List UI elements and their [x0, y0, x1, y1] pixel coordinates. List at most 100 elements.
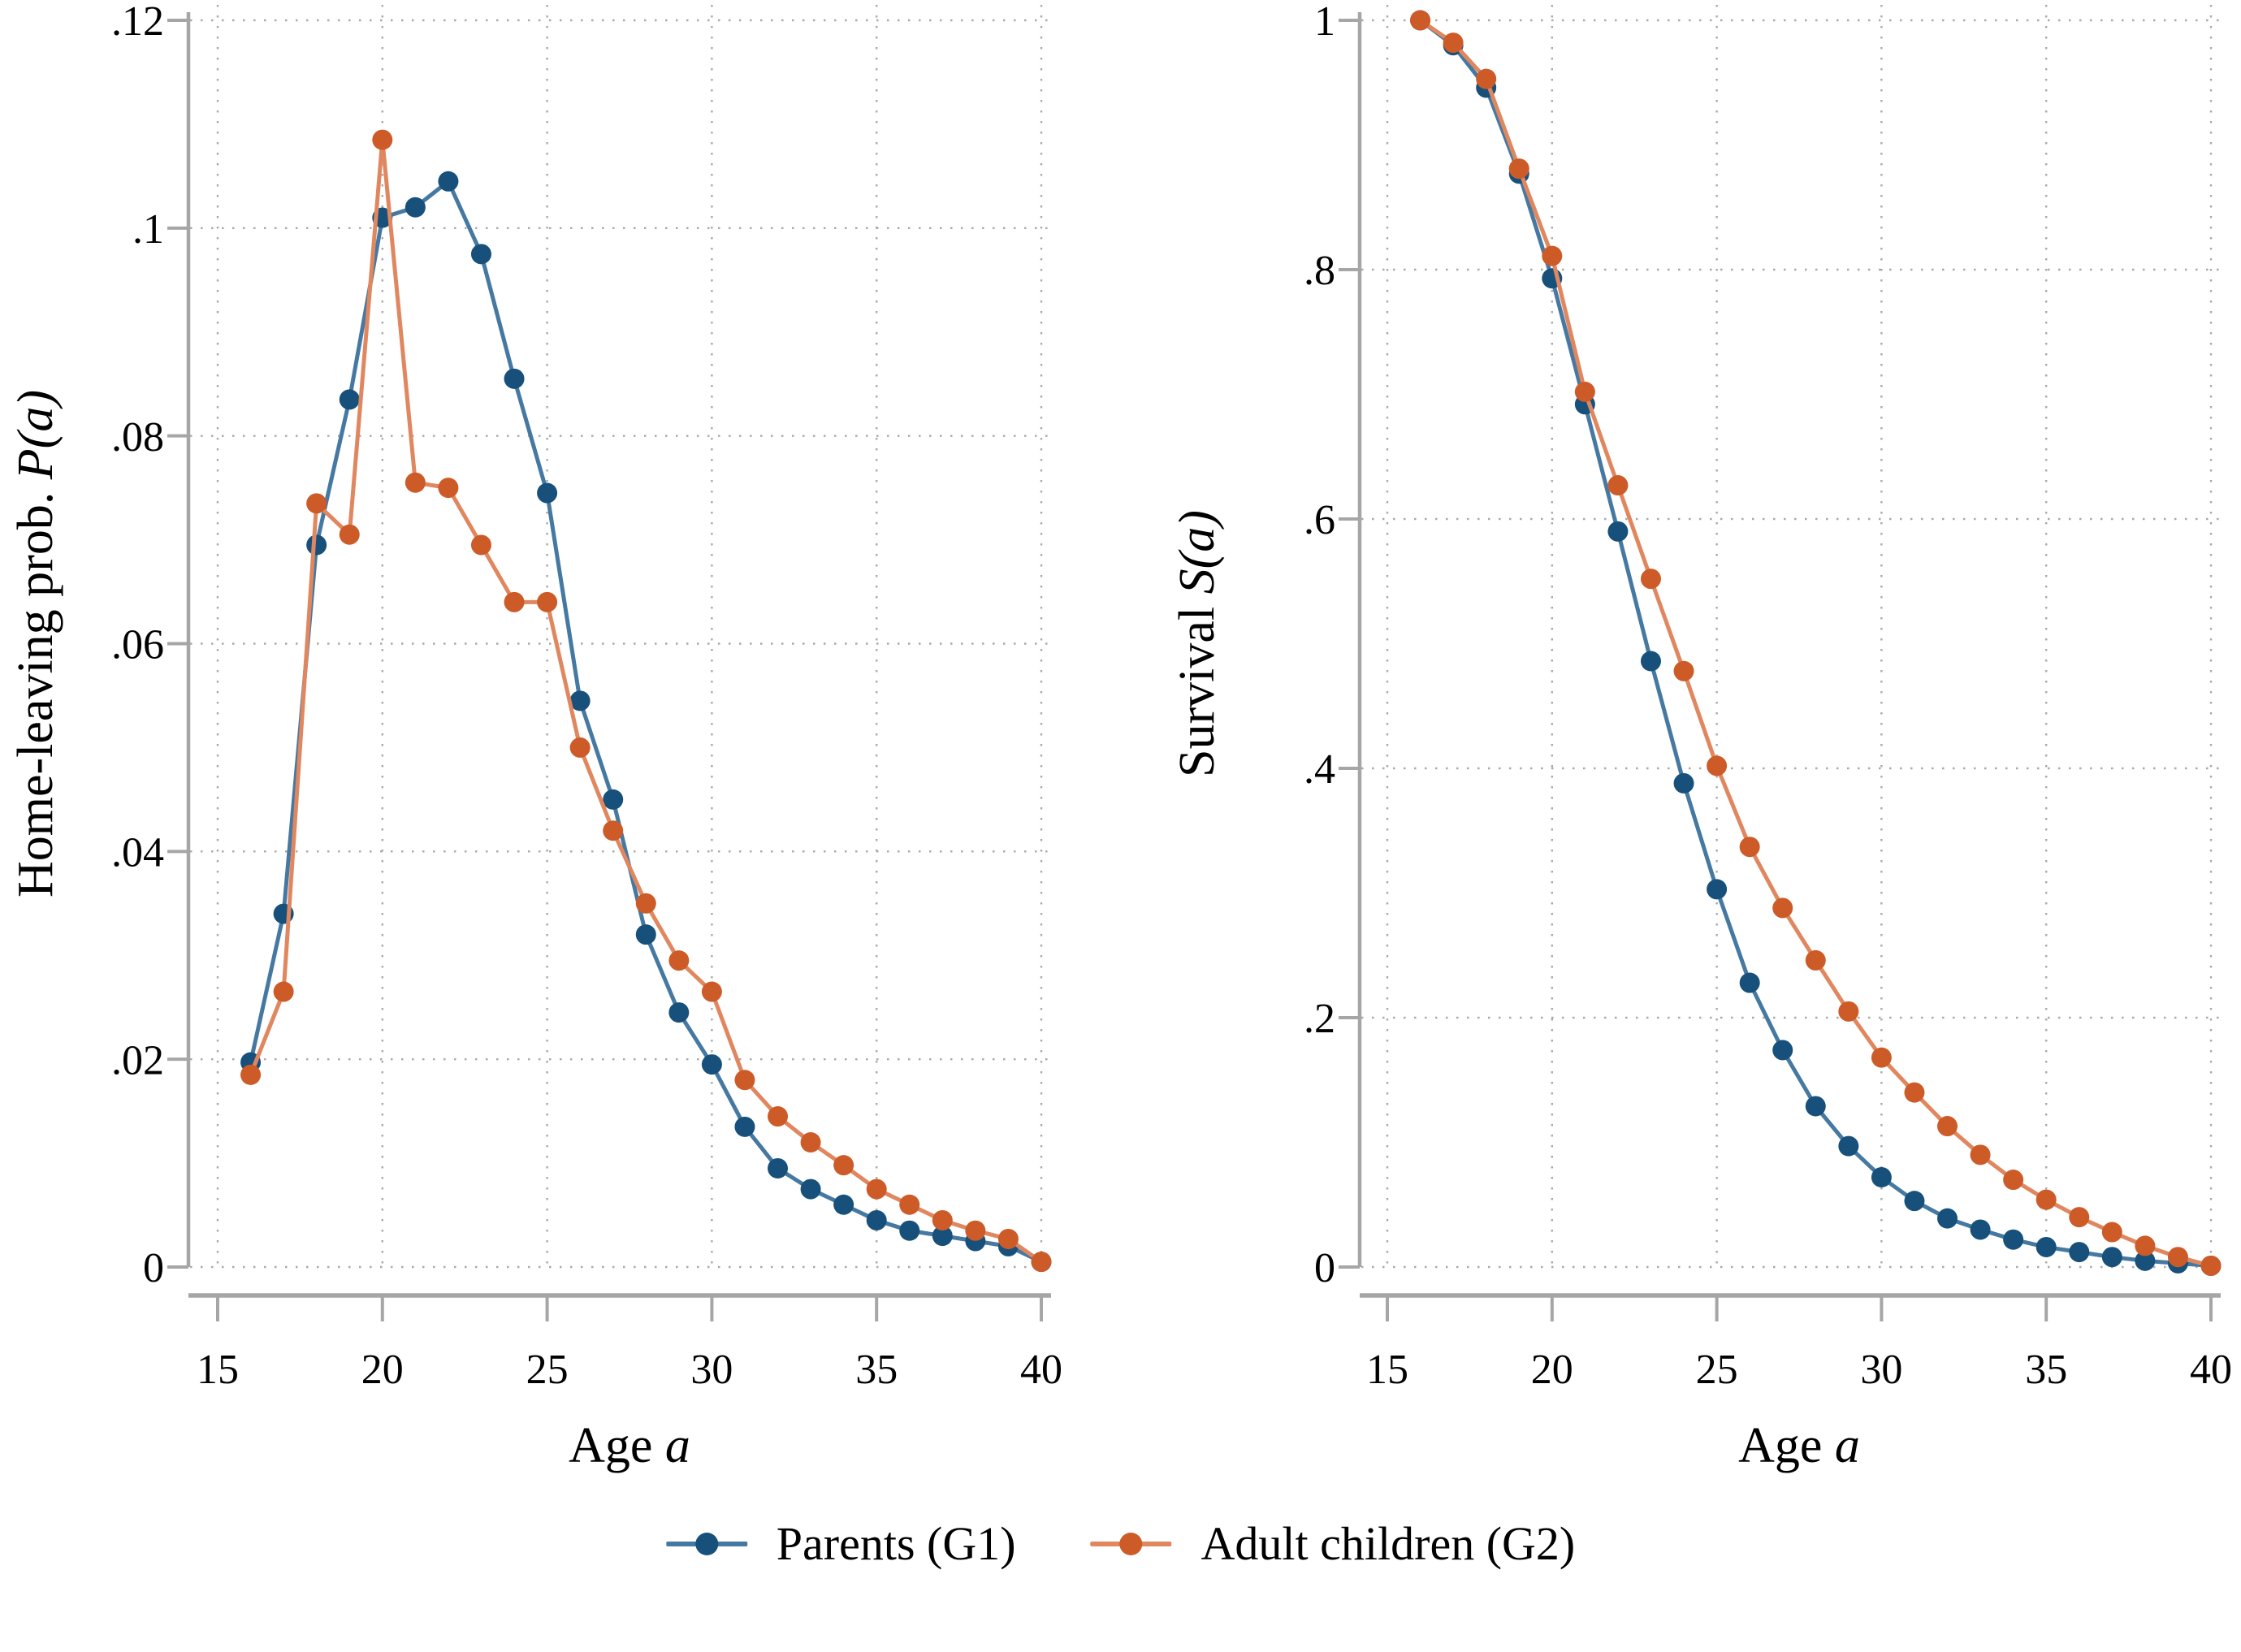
y-tick-label: 0: [1314, 1245, 1335, 1291]
y-tick-label: .04: [111, 830, 164, 876]
data-point-parents-g1: [1904, 1191, 1925, 1212]
data-point-parents-g1: [866, 1209, 887, 1230]
data-point-adult-children-g2: [273, 981, 294, 1002]
data-point-adult-children-g2: [2069, 1207, 2090, 1228]
data-point-parents-g1: [2003, 1229, 2024, 1250]
data-point-adult-children-g2: [1443, 32, 1464, 54]
data-point-parents-g1: [1673, 772, 1694, 794]
data-point-parents-g1: [1772, 1040, 1793, 1061]
x-tick-label: 35: [855, 1347, 898, 1393]
data-point-adult-children-g2: [1607, 475, 1629, 496]
y-tick-label: .4: [1304, 746, 1335, 793]
data-point-adult-children-g2: [470, 534, 491, 556]
x-tick-label: 15: [1366, 1347, 1408, 1393]
data-point-parents-g1: [2036, 1236, 2057, 1257]
data-point-adult-children-g2: [1031, 1252, 1052, 1273]
y-tick-label: .06: [111, 622, 164, 668]
data-point-parents-g1: [603, 789, 624, 810]
data-point-adult-children-g2: [635, 893, 656, 914]
data-point-adult-children-g2: [2003, 1170, 2024, 1191]
x-tick-label: 40: [1020, 1347, 1062, 1393]
data-point-parents-g1: [504, 368, 525, 389]
data-point-adult-children-g2: [965, 1220, 986, 1241]
data-point-adult-children-g2: [1410, 10, 1431, 31]
survival-panel: 0 .2 .4 .6 .8 1 15 20 25 30 35 40 Survival S(a) Age a: [1170, 0, 2232, 1473]
data-point-parents-g1: [405, 197, 426, 218]
data-point-adult-children-g2: [768, 1106, 789, 1127]
data-point-parents-g1: [306, 534, 327, 556]
data-point-adult-children-g2: [1707, 755, 1728, 776]
data-point-adult-children-g2: [701, 981, 722, 1002]
data-point-parents-g1: [768, 1157, 789, 1178]
x-tick-label: 30: [1860, 1347, 1902, 1393]
y-tick-label: .12: [111, 0, 164, 45]
data-point-parents-g1: [1805, 1096, 1826, 1117]
legend-item-adult-children-g2: Adult children (G2): [1090, 1520, 1575, 1568]
data-point-adult-children-g2: [833, 1155, 854, 1176]
legend-dot-swatch: [1119, 1533, 1143, 1555]
legend: Parents (G1) Adult children (G2): [665, 1520, 1575, 1568]
legend-marker-parents-g1-icon: [665, 1532, 747, 1556]
y-tick-label: .1: [132, 206, 164, 253]
data-point-adult-children-g2: [1640, 569, 1661, 590]
x-tick-label: 20: [1531, 1347, 1573, 1393]
data-point-adult-children-g2: [1476, 68, 1497, 89]
data-point-adult-children-g2: [1673, 660, 1694, 681]
data-point-adult-children-g2: [997, 1228, 1019, 1249]
data-point-adult-children-g2: [1805, 949, 1826, 971]
data-point-adult-children-g2: [1970, 1144, 1991, 1165]
home-leaving-probability-panel: 0 .02 .04 .06 .08 .1 .12 15 20 25 30 35 40 Home-leavi…: [8, 0, 1062, 1473]
data-point-parents-g1: [470, 244, 491, 265]
y-axis-title: Survival S(a): [1170, 510, 1225, 777]
data-point-adult-children-g2: [537, 591, 558, 612]
series-line-parents-g1: [1419, 19, 2212, 1268]
data-point-parents-g1: [1640, 651, 1661, 672]
data-point-parents-g1: [1937, 1208, 1958, 1229]
data-point-parents-g1: [1739, 972, 1760, 993]
data-point-parents-g1: [635, 924, 656, 945]
data-point-adult-children-g2: [2036, 1189, 2057, 1210]
x-tick-label: 15: [197, 1347, 239, 1393]
data-point-parents-g1: [899, 1220, 920, 1241]
series-line-adult-children-g2: [1419, 18, 2212, 1268]
x-tick-label: 35: [2025, 1347, 2067, 1393]
y-tick-label: .08: [111, 414, 164, 461]
data-point-parents-g1: [734, 1116, 755, 1137]
y-tick-label: 0: [143, 1245, 164, 1291]
data-point-adult-children-g2: [1739, 837, 1760, 858]
data-point-adult-children-g2: [668, 950, 690, 971]
data-point-adult-children-g2: [2167, 1247, 2188, 1268]
data-point-adult-children-g2: [899, 1194, 920, 1215]
data-point-parents-g1: [1707, 879, 1728, 900]
data-point-parents-g1: [668, 1002, 690, 1023]
y-tick-label: .02: [111, 1037, 164, 1083]
data-point-adult-children-g2: [240, 1064, 262, 1085]
data-point-adult-children-g2: [438, 478, 459, 499]
data-point-parents-g1: [800, 1178, 821, 1200]
data-point-adult-children-g2: [569, 737, 591, 758]
data-point-adult-children-g2: [339, 524, 360, 545]
x-tick-label: 30: [690, 1347, 733, 1393]
series-line-parents-g1: [249, 179, 1043, 1264]
data-point-adult-children-g2: [504, 591, 525, 612]
data-point-adult-children-g2: [932, 1209, 953, 1230]
legend-dot-swatch: [694, 1533, 718, 1555]
data-point-adult-children-g2: [2200, 1255, 2222, 1276]
data-point-parents-g1: [339, 389, 360, 410]
data-point-parents-g1: [1838, 1135, 1859, 1157]
data-point-adult-children-g2: [1574, 381, 1595, 402]
data-point-parents-g1: [1871, 1166, 1892, 1187]
data-point-parents-g1: [833, 1194, 854, 1215]
x-tick-label: 40: [2190, 1347, 2232, 1393]
legend-item-parents-g1: Parents (G1): [665, 1520, 1016, 1568]
data-point-adult-children-g2: [1508, 158, 1529, 179]
data-point-adult-children-g2: [306, 493, 327, 514]
data-point-parents-g1: [932, 1226, 953, 1247]
data-point-adult-children-g2: [1542, 245, 1563, 266]
y-tick-label: 1: [1314, 0, 1335, 45]
data-point-adult-children-g2: [1904, 1082, 1925, 1103]
x-axis-title: Age a: [1738, 1418, 1860, 1473]
x-tick-label: 25: [1696, 1347, 1738, 1393]
